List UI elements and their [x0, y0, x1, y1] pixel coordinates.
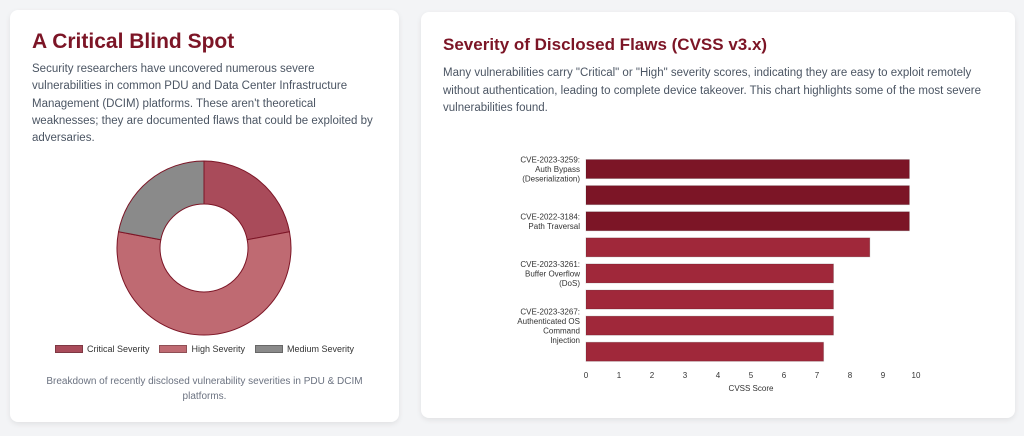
legend-item-medium-severity[interactable]: Medium Severity	[255, 344, 354, 354]
donut-legend: Critical Severity High Severity Medium Sev…	[10, 344, 399, 354]
cvss-bar[interactable]	[585, 289, 834, 310]
cvss-bar[interactable]	[585, 159, 910, 180]
legend-swatch	[159, 345, 188, 353]
cvss-scores-card: Severity of Disclosed Flaws (CVSS v3.x) …	[421, 12, 1015, 418]
cvss-bar[interactable]	[585, 341, 825, 362]
bar-category-label: CVE-2023-3261: Buffer Overflow (DoS)	[520, 260, 580, 288]
legend-item-high-severity[interactable]: High Severity	[159, 344, 245, 354]
cvss-bar-chart: CVE-2023-3259: Auth Bypass (Deserializatio…	[517, 156, 921, 393]
donut-slice-medium-severity[interactable]	[117, 160, 205, 241]
bar-category-label: CVE-2023-3259: Auth Bypass (Deserializatio…	[520, 156, 580, 184]
donut-slice-critical-severity[interactable]	[203, 160, 291, 241]
right-card-description: Many vulnerabilities carry "Critical" or…	[443, 66, 982, 115]
legend-swatch	[54, 345, 83, 353]
x-tick-label: 2	[650, 371, 655, 380]
severity-breakdown-card: A Critical Blind Spot Security researche…	[10, 10, 399, 422]
x-tick-label: 8	[848, 371, 853, 380]
donut-caption: Breakdown of recently disclosed vulnerab…	[46, 376, 363, 402]
x-tick-label: 0	[584, 371, 589, 380]
left-card-description: Security researchers have uncovered nume…	[32, 63, 373, 145]
x-tick-label: 4	[716, 371, 721, 380]
x-tick-label: 5	[749, 371, 754, 380]
cvss-bar[interactable]	[585, 315, 834, 336]
legend-swatch	[255, 345, 283, 353]
x-tick-label: 6	[782, 371, 787, 380]
x-axis-label: CVSS Score	[729, 384, 774, 393]
cvss-bar[interactable]	[585, 237, 871, 258]
legend-label: High Severity	[191, 344, 245, 354]
severity-donut-chart	[116, 160, 292, 336]
x-tick-label: 7	[815, 371, 820, 380]
x-tick-label: 3	[683, 371, 688, 380]
bar-category-label: CVE-2022-3184: Path Traversal	[520, 213, 580, 232]
donut-slice-high-severity[interactable]	[116, 231, 292, 336]
cvss-bar[interactable]	[585, 263, 834, 284]
cvss-bar[interactable]	[585, 211, 910, 232]
legend-item-critical-severity[interactable]: Critical Severity	[54, 344, 150, 354]
legend-label: Critical Severity	[86, 344, 150, 354]
cvss-bar[interactable]	[585, 185, 910, 206]
x-tick-label: 10	[912, 371, 921, 380]
x-tick-label: 9	[881, 371, 886, 380]
bar-category-label: CVE-2023-3267: Authenticated OS Command Inj…	[517, 307, 580, 345]
left-card-title: A Critical Blind Spot	[32, 30, 235, 53]
legend-label: Medium Severity	[287, 344, 355, 354]
right-card-title: Severity of Disclosed Flaws (CVSS v3.x)	[443, 35, 768, 54]
x-tick-label: 1	[617, 371, 622, 380]
